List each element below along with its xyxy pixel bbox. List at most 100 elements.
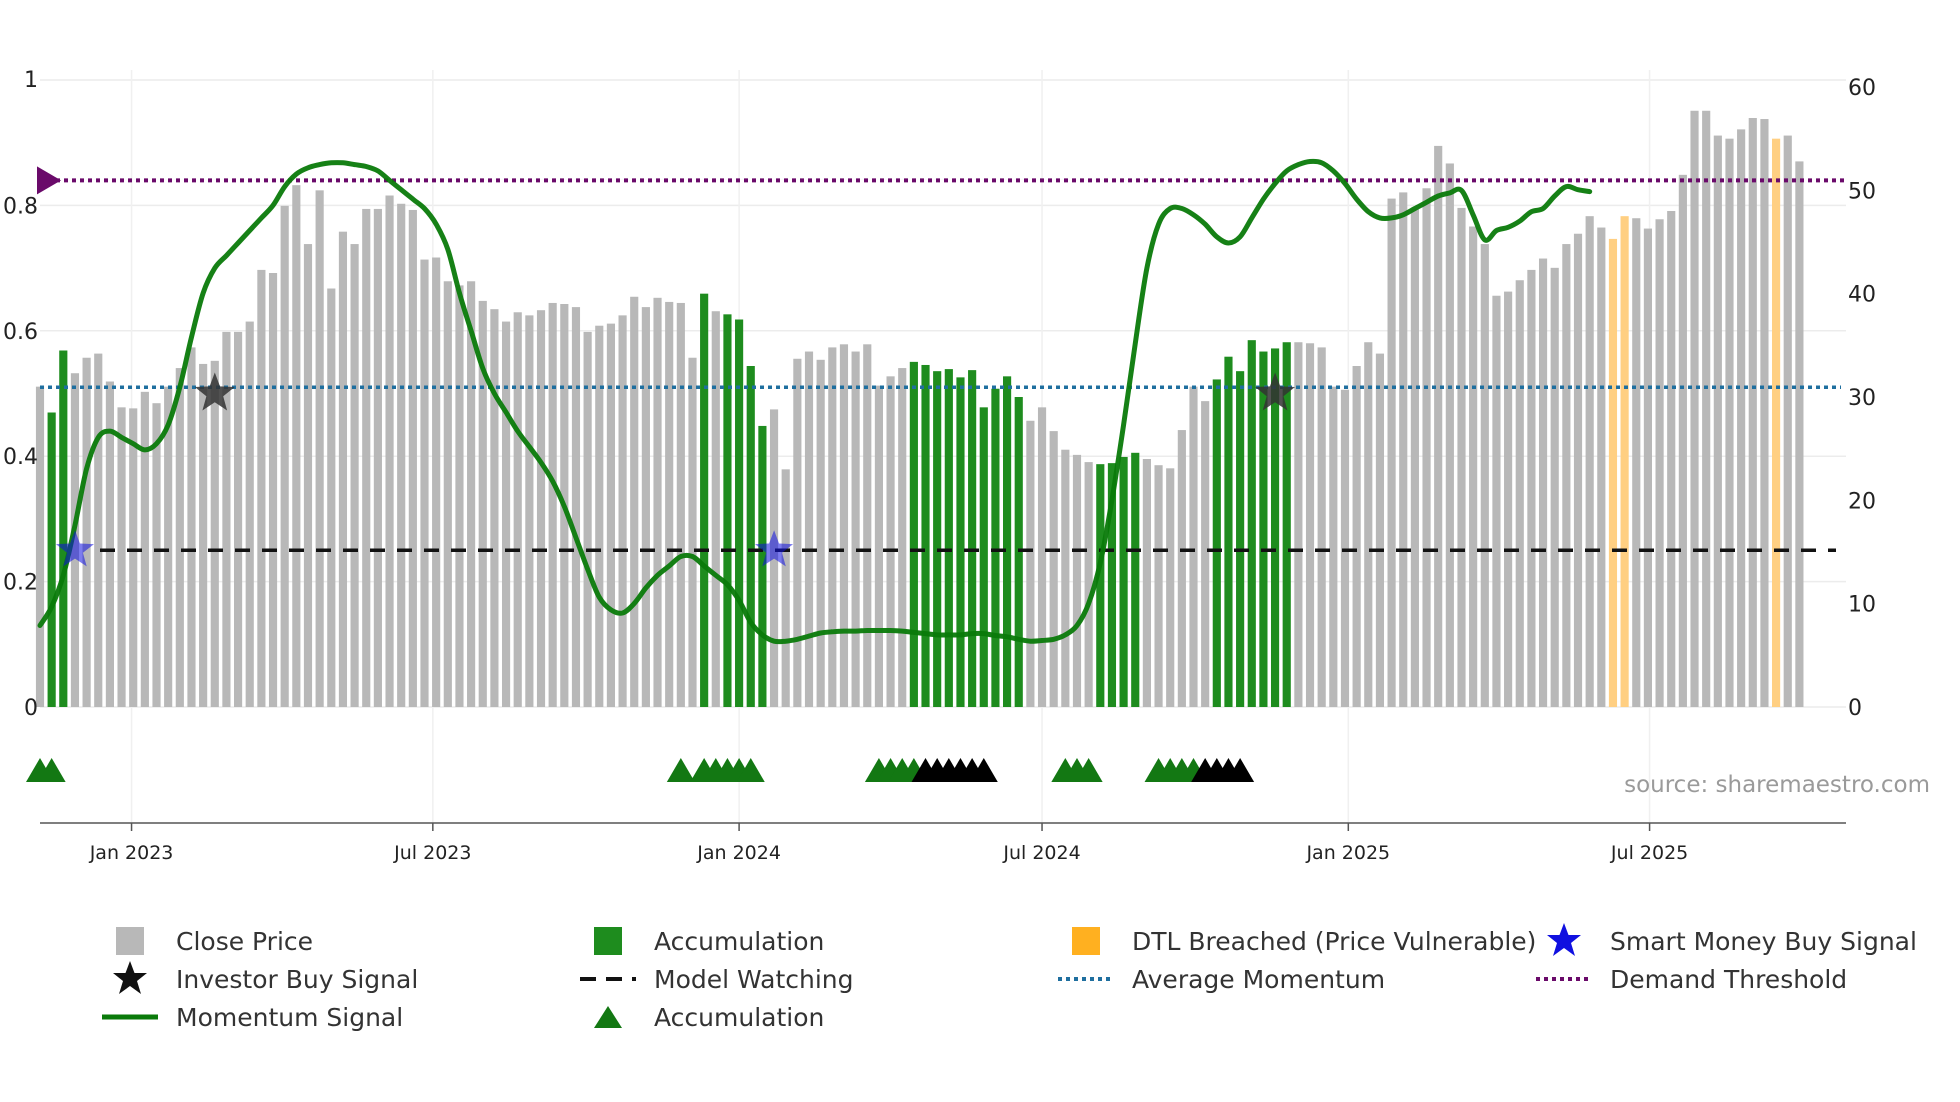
accumulation-bar bbox=[1212, 379, 1221, 707]
accumulation-bar bbox=[1270, 348, 1280, 707]
price-bar bbox=[816, 359, 825, 707]
price-bar bbox=[1538, 258, 1548, 707]
price-bar bbox=[1037, 407, 1047, 707]
smart-money-signal bbox=[755, 530, 794, 567]
accumulation-bar bbox=[1236, 371, 1245, 707]
accumulation-bar bbox=[956, 377, 965, 707]
price-bar bbox=[839, 344, 849, 707]
left-tick-label: 0.2 bbox=[3, 571, 38, 596]
momentum-signal bbox=[37, 158, 1593, 645]
price-bar bbox=[187, 347, 196, 707]
price-bar bbox=[536, 310, 546, 707]
price-bar bbox=[781, 469, 790, 707]
price-bar bbox=[1550, 267, 1559, 707]
price-bar bbox=[315, 190, 324, 708]
left-tick-label: 1 bbox=[24, 68, 38, 93]
price-bar bbox=[1527, 269, 1536, 707]
right-tick-label: 40 bbox=[1848, 283, 1876, 308]
price-bar bbox=[245, 321, 254, 707]
price-bar bbox=[1364, 342, 1373, 707]
dtl-bar bbox=[1772, 138, 1781, 707]
price-bar bbox=[618, 315, 627, 707]
price-bar bbox=[268, 273, 278, 707]
accumulation-markers bbox=[26, 758, 1255, 782]
price-bar bbox=[1399, 192, 1408, 707]
price-bar bbox=[152, 403, 161, 707]
price-bar bbox=[688, 357, 697, 707]
momentum-line bbox=[37, 158, 1593, 645]
accumulation-bar bbox=[1247, 340, 1256, 707]
price-bar bbox=[373, 208, 382, 707]
price-bar bbox=[1713, 135, 1722, 708]
left-tick-label: 0.6 bbox=[3, 320, 38, 345]
accumulation-bar bbox=[921, 364, 930, 707]
price-bar bbox=[1177, 430, 1186, 707]
price-bar bbox=[1166, 468, 1175, 707]
price-bar bbox=[501, 321, 511, 707]
price-bar bbox=[793, 358, 802, 707]
price-bar bbox=[1049, 431, 1058, 707]
price-bar bbox=[1189, 386, 1198, 707]
price-bar bbox=[1783, 135, 1792, 708]
x-tick-label: Jan 2025 bbox=[1305, 842, 1390, 864]
model-watching-marker bbox=[1226, 758, 1255, 782]
price-bar bbox=[583, 331, 592, 707]
price-bar bbox=[1410, 208, 1419, 707]
price-bar bbox=[1084, 462, 1093, 707]
price-bar bbox=[1690, 110, 1699, 708]
accumulation-marker bbox=[1074, 758, 1103, 782]
price-bar bbox=[1154, 465, 1163, 707]
price-bar bbox=[199, 363, 208, 707]
accumulation-bar bbox=[979, 407, 988, 707]
price-bar bbox=[210, 360, 219, 707]
price-bar bbox=[82, 357, 91, 707]
left-tick-label: 0 bbox=[24, 696, 38, 721]
price-bar bbox=[129, 408, 138, 707]
price-bar bbox=[1142, 459, 1151, 707]
accumulation-bar bbox=[1131, 452, 1140, 707]
price-bar bbox=[1643, 228, 1653, 708]
investor-signal bbox=[1255, 372, 1295, 411]
demand-threshold-marker bbox=[37, 166, 61, 195]
price-bar bbox=[222, 331, 231, 707]
price-bar bbox=[1422, 188, 1431, 707]
accumulation-bar bbox=[1259, 351, 1268, 707]
price-bar bbox=[898, 368, 907, 707]
price-bar bbox=[1434, 145, 1443, 707]
accumulation-bar bbox=[1282, 342, 1291, 707]
accumulation-bar bbox=[933, 371, 942, 707]
accumulation-bar bbox=[968, 370, 977, 707]
price-bar bbox=[1573, 233, 1583, 707]
price-bar bbox=[292, 185, 301, 707]
price-bar bbox=[362, 208, 371, 707]
price-bar bbox=[1375, 353, 1385, 707]
investor-signal bbox=[194, 372, 235, 411]
price-bar bbox=[1445, 163, 1454, 707]
price-bar bbox=[630, 296, 639, 707]
price-bar bbox=[233, 331, 243, 707]
accumulation-bar bbox=[47, 412, 56, 707]
price-bar bbox=[1562, 244, 1571, 708]
price-bar bbox=[653, 297, 662, 707]
accumulation-bar bbox=[909, 361, 918, 707]
price-bar bbox=[1632, 218, 1641, 707]
price-bar bbox=[1387, 198, 1396, 707]
price-bar bbox=[525, 315, 534, 707]
accumulation-bar bbox=[758, 425, 767, 707]
price-bar bbox=[490, 309, 499, 707]
price-bar bbox=[117, 407, 126, 707]
accumulation-bar bbox=[700, 293, 709, 707]
x-tick-label: Jan 2024 bbox=[696, 842, 781, 864]
price-bar bbox=[1201, 401, 1210, 707]
accumulation-bar bbox=[1224, 356, 1233, 707]
price-bar bbox=[1061, 449, 1070, 707]
axes: Jan 2023 Jul 2023 Jan 2024 Jul 2024 Jan 2025… bbox=[3, 68, 1876, 864]
right-tick-label: 60 bbox=[1848, 76, 1876, 101]
x-tick-label: Jan 2023 bbox=[89, 842, 174, 864]
price-bar bbox=[140, 391, 149, 707]
x-tick-label: Jul 2025 bbox=[1610, 842, 1688, 864]
right-tick-label: 10 bbox=[1848, 593, 1876, 618]
price-bar bbox=[94, 353, 103, 707]
accumulation-bar bbox=[746, 366, 755, 707]
price-bar bbox=[1515, 280, 1524, 707]
